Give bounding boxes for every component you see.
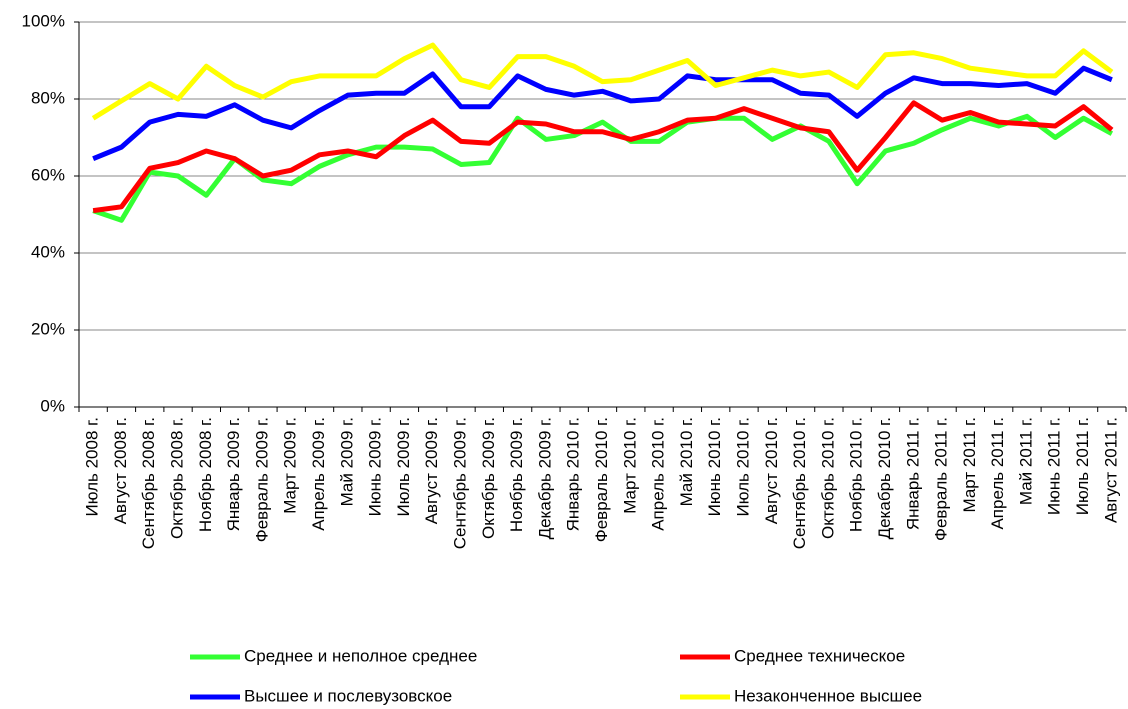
- x-tick-label: Февраль 2011 г.: [932, 417, 951, 541]
- x-tick-label: Декабрь 2009 г.: [535, 417, 554, 539]
- x-tick-label: Январь 2010 г.: [564, 417, 583, 531]
- x-tick-label: Октябрь 2009 г.: [479, 417, 498, 539]
- y-tick-label: 60%: [31, 165, 65, 184]
- x-tick-label: Январь 2009 г.: [224, 417, 243, 531]
- x-tick-label: Ноябрь 2008 г.: [196, 417, 215, 532]
- legend-label: Среднее и неполное среднее: [244, 646, 477, 665]
- y-tick-label: 0%: [40, 396, 65, 415]
- x-tick-label: Октябрь 2008 г.: [168, 417, 187, 539]
- x-tick-label: Ноябрь 2010 г.: [847, 417, 866, 532]
- x-tick-label: Апрель 2009 г.: [309, 417, 328, 531]
- x-tick-label: Сентябрь 2009 г.: [450, 417, 469, 549]
- x-tick-label: Июнь 2011 г.: [1045, 417, 1064, 515]
- y-tick-label: 40%: [31, 242, 65, 261]
- series-line: [91, 42, 1114, 121]
- legend-label: Среднее техническое: [734, 646, 905, 665]
- series-line: [92, 113, 1114, 223]
- x-tick-label: Май 2011 г.: [1016, 417, 1035, 505]
- x-tick-label: Сентябрь 2008 г.: [139, 417, 158, 549]
- x-tick-label: Март 2009 г.: [281, 417, 300, 514]
- y-tick-label: 80%: [31, 88, 65, 107]
- legend-label: Незаконченное высшее: [734, 686, 922, 705]
- x-tick-label: Август 2010 г.: [762, 417, 781, 524]
- y-tick-label: 100%: [22, 11, 65, 30]
- series-line: [92, 100, 1114, 214]
- x-tick-label: Март 2010 г.: [620, 417, 639, 514]
- x-tick-label: Июль 2010 г.: [733, 417, 752, 517]
- x-tick-label: Июль 2011 г.: [1073, 417, 1092, 515]
- x-tick-label: Октябрь 2010 г.: [818, 417, 837, 539]
- x-tick-label: Январь 2011 г.: [903, 417, 922, 530]
- x-tick-label: Июнь 2010 г.: [705, 417, 724, 516]
- x-tick-label: Февраль 2009 г.: [252, 417, 271, 542]
- x-tick-label: Апрель 2011 г.: [988, 417, 1007, 530]
- x-tick-label: Август 2011 г.: [1101, 417, 1120, 523]
- y-tick-label: 20%: [31, 319, 65, 338]
- x-tick-label: Август 2009 г.: [422, 417, 441, 524]
- x-tick-label: Июль 2009 г.: [394, 417, 413, 517]
- x-tick-label: Июнь 2009 г.: [366, 417, 385, 516]
- x-tick-label: Июль 2008 г.: [83, 417, 102, 517]
- x-tick-label: Май 2010 г.: [677, 417, 696, 506]
- x-tick-label: Февраль 2010 г.: [592, 417, 611, 542]
- x-tick-label: Декабрь 2010 г.: [875, 417, 894, 539]
- x-tick-label: Ноябрь 2009 г.: [507, 417, 526, 532]
- x-tick-label: Август 2008 г.: [111, 417, 130, 524]
- legend-label: Высшее и послевузовское: [244, 686, 452, 705]
- x-tick-label: Апрель 2010 г.: [649, 417, 668, 531]
- x-tick-label: Март 2011 г.: [960, 417, 979, 513]
- x-tick-label: Май 2009 г.: [337, 417, 356, 506]
- series-line: [92, 65, 1113, 161]
- x-tick-label: Сентябрь 2010 г.: [790, 417, 809, 549]
